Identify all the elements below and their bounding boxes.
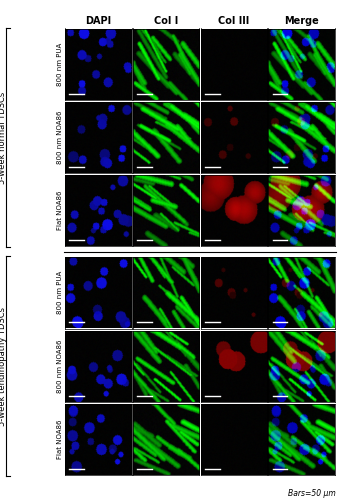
Text: Flat NOA86: Flat NOA86 bbox=[57, 191, 63, 230]
Text: DAPI: DAPI bbox=[85, 16, 112, 26]
Text: Merge: Merge bbox=[284, 16, 319, 26]
Text: Flat NOA86: Flat NOA86 bbox=[57, 420, 63, 459]
Text: Col I: Col I bbox=[154, 16, 178, 26]
Text: 800 nm PUA: 800 nm PUA bbox=[57, 42, 63, 86]
Text: Col III: Col III bbox=[218, 16, 250, 26]
Text: 5-week tendinopathy TDSCs: 5-week tendinopathy TDSCs bbox=[0, 306, 7, 426]
Text: 800 nm NOA86: 800 nm NOA86 bbox=[57, 340, 63, 393]
Text: 800 nm NOA86: 800 nm NOA86 bbox=[57, 110, 63, 164]
Text: 800 nm PUA: 800 nm PUA bbox=[57, 271, 63, 314]
Text: Bars=50 μm: Bars=50 μm bbox=[288, 488, 336, 498]
Text: 5-week normal TDSCs: 5-week normal TDSCs bbox=[0, 91, 7, 184]
